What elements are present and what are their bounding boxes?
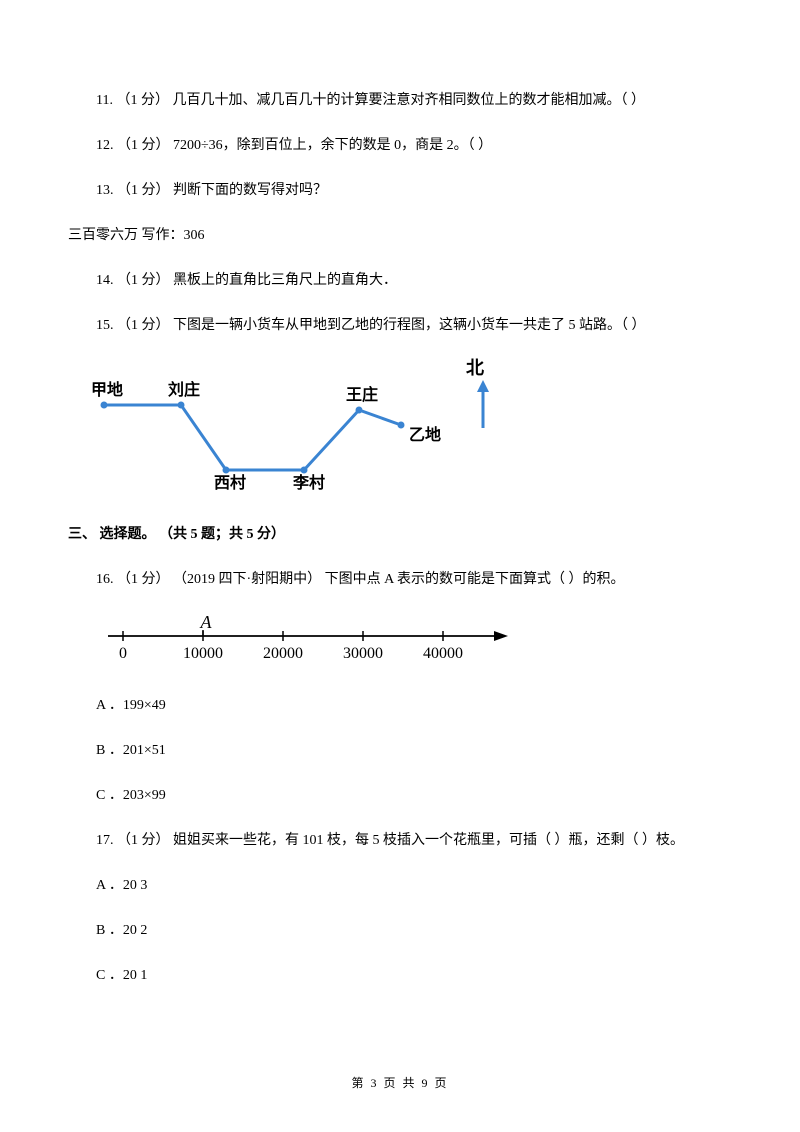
route-diagram: 北 甲地刘庄西村李村王庄乙地 (86, 360, 732, 500)
svg-text:乙地: 乙地 (409, 425, 441, 444)
svg-text:30000: 30000 (343, 645, 383, 662)
svg-text:甲地: 甲地 (91, 380, 123, 399)
svg-text:0: 0 (119, 645, 127, 662)
question-14: 14. （1 分） 黑板上的直角比三角尺上的直角大． (68, 270, 732, 291)
svg-text:A: A (200, 614, 213, 632)
question-15: 15. （1 分） 下图是一辆小货车从甲地到乙地的行程图，这辆小货车一共走了 5… (68, 315, 732, 336)
page-footer: 第 3 页 共 9 页 (0, 1074, 800, 1092)
q17-option-b: B ．20 2 (68, 920, 732, 941)
svg-text:李村: 李村 (292, 473, 325, 492)
number-line-svg: 0 10000 20000 30000 40000 A (98, 614, 528, 664)
question-13: 13. （1 分） 判断下面的数写得对吗？ (68, 180, 732, 201)
question-13-sub: 三百零六万 写作：306 (68, 225, 732, 246)
section-3-heading: 三、 选择题。 （共 5 题；共 5 分） (68, 524, 732, 545)
svg-text:40000: 40000 (423, 645, 463, 662)
svg-text:王庄: 王庄 (346, 385, 378, 404)
svg-text:10000: 10000 (183, 645, 223, 662)
route-map-svg: 甲地 刘庄西村 李村 王庄乙地 (86, 360, 446, 500)
q16-option-c: C ．203×99 (68, 785, 732, 806)
q17-option-c: C ．20 1 (68, 965, 732, 986)
q16-option-b: B ．201×51 (68, 740, 732, 761)
q16-option-a: A ．199×49 (68, 695, 732, 716)
question-12: 12. （1 分） 7200÷36，除到百位上，余下的数是 0，商是 2。（ ） (68, 135, 732, 156)
question-17: 17. （1 分） 姐姐买来一些花，有 101 枝，每 5 枝插入一个花瓶里，可… (68, 830, 732, 851)
north-arrow-icon (473, 380, 493, 430)
svg-text:20000: 20000 (263, 645, 303, 662)
svg-text:西村: 西村 (214, 473, 246, 492)
number-line-diagram: 0 10000 20000 30000 40000 A (98, 614, 732, 671)
q17-option-a: A ．20 3 (68, 875, 732, 896)
svg-text:刘庄: 刘庄 (168, 380, 200, 399)
question-16: 16. （1 分） （2019 四下·射阳期中） 下图中点 A 表示的数可能是下… (68, 569, 732, 590)
north-label: 北 (466, 355, 484, 382)
question-11: 11. （1 分） 几百几十加、减几百几十的计算要注意对齐相同数位上的数才能相加… (68, 90, 732, 111)
